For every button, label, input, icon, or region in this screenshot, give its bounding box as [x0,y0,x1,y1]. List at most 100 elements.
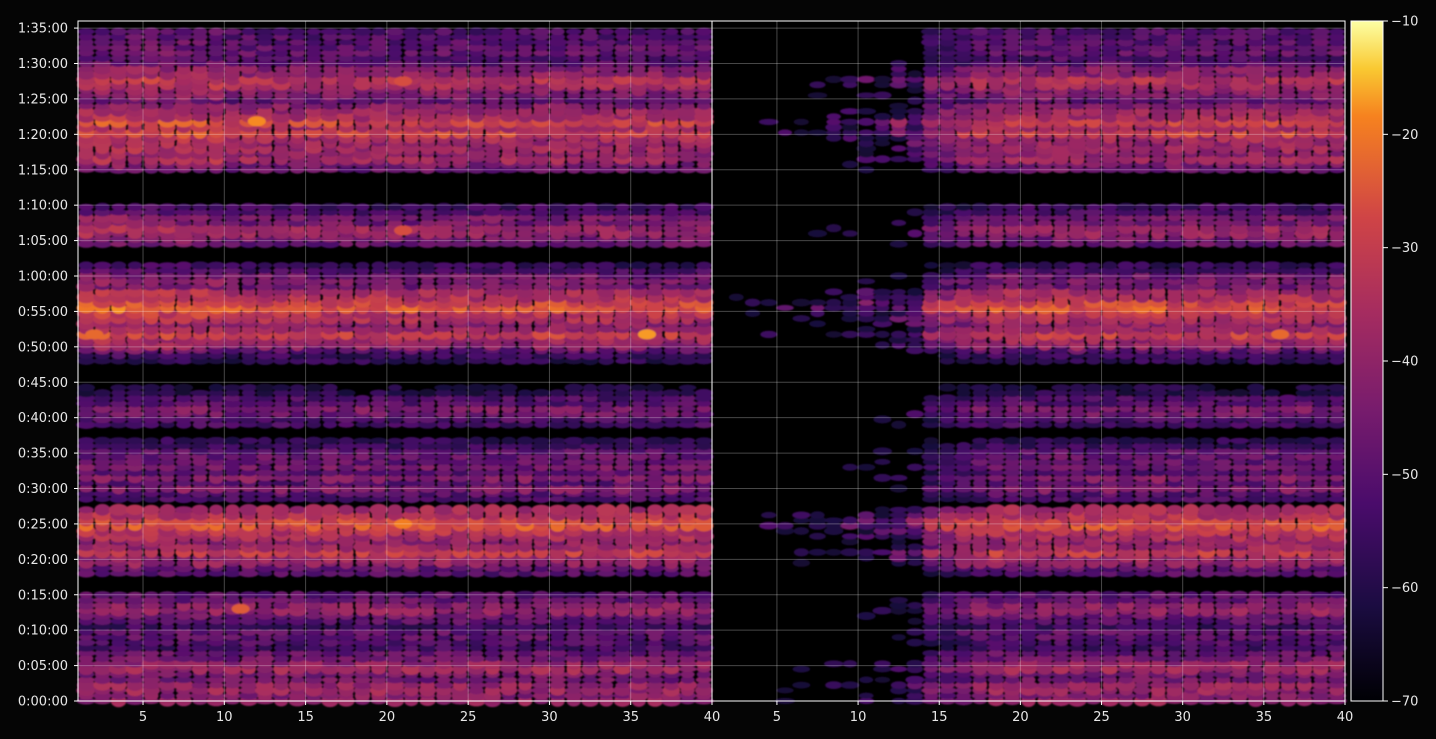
heat-cell [678,442,697,450]
heat-cell [336,490,357,498]
heat-cell [336,416,357,423]
heat-cell [354,452,371,461]
heat-cell [597,383,616,392]
heat-cell [466,421,486,428]
heat-cell [387,203,403,211]
heat-cell [191,479,209,487]
heat-cell [142,628,161,636]
heat-cell [565,209,583,216]
heat-cell [483,634,502,641]
heat-cell [434,504,454,516]
heat-cell [615,676,631,684]
heat-cell [563,436,584,445]
heat-cell [580,399,600,408]
heat-cell [92,565,113,572]
heat-cell [239,452,259,461]
heat-cell [385,623,405,631]
heat-cell [77,28,95,35]
heat-cell [597,655,615,662]
heat-cell [403,622,420,631]
heat-cell [387,415,403,424]
heat-cell [175,628,193,636]
heat-cell [304,617,324,626]
heat-cell [94,469,111,476]
heat-cell [385,399,405,408]
heat-cell [110,357,127,365]
heat-cell [533,590,550,599]
heat-cell [420,591,435,599]
heat-cell [580,639,600,647]
heat-cell [534,421,549,428]
heat-cell [110,27,127,36]
heat-cell [387,485,403,492]
heat-cell [224,628,241,636]
heat-cell [613,404,632,413]
heat-cell [224,484,241,493]
heat-cell [322,283,338,290]
heat-cell [402,660,421,667]
heat-cell [417,484,438,493]
heat-cell [371,617,387,625]
heat-cell [385,628,405,636]
heat-cell [257,464,272,471]
heat-cell [905,675,925,684]
heat-cell [646,469,664,476]
heat-cell [450,612,470,620]
heat-cell [566,569,581,578]
heat-cell [500,627,517,636]
heat-cell [94,27,111,36]
heat-cell [223,613,242,619]
heat-cell [174,591,193,599]
heat-cell [548,564,568,572]
heat-cell [224,495,240,503]
heat-cell [190,261,210,270]
heat-cell [272,474,290,481]
heat-cell [647,591,663,599]
heat-cell [143,421,160,429]
heat-cell [370,623,387,630]
heat-cell [159,634,176,641]
heat-cell [677,415,698,424]
heat-cell [694,202,714,211]
heat-cell [501,436,517,445]
heat-cell [468,490,484,498]
heat-cell [467,628,486,636]
heat-cell [531,569,552,578]
heat-cell [321,660,339,668]
heat-cell [76,420,96,429]
heat-cell [224,436,241,445]
heat-cell [77,596,95,604]
heat-cell [304,597,324,604]
heat-cell [678,660,697,668]
heat-cell [534,612,549,620]
heat-cell [272,633,291,642]
heat-cell [680,161,695,168]
heat-cell [255,203,275,211]
heat-cell [191,676,208,684]
heat-cell [160,436,175,445]
heat-cell [143,437,160,445]
heat-cell [385,490,405,498]
heat-cell [354,617,371,626]
heat-cell [548,394,567,402]
heat-cell [274,399,289,408]
heat-cell [663,495,680,503]
heat-cell [500,27,517,36]
heat-cell [630,388,648,397]
heat-cell [550,27,565,36]
heat-cell [109,463,128,471]
heat-cell [371,203,387,211]
heat-cell [370,437,388,444]
heat-cell [386,411,404,418]
heat-cell [387,495,403,503]
heat-cell [677,400,698,407]
heat-cell [174,495,193,504]
heat-cell [451,675,469,684]
heat-cell [776,687,794,694]
heat-cell [629,590,648,599]
heat-cell [109,405,128,413]
heat-cell [353,638,372,647]
heat-cell [174,437,193,445]
heat-cell [435,489,452,498]
heat-cell [532,453,551,461]
